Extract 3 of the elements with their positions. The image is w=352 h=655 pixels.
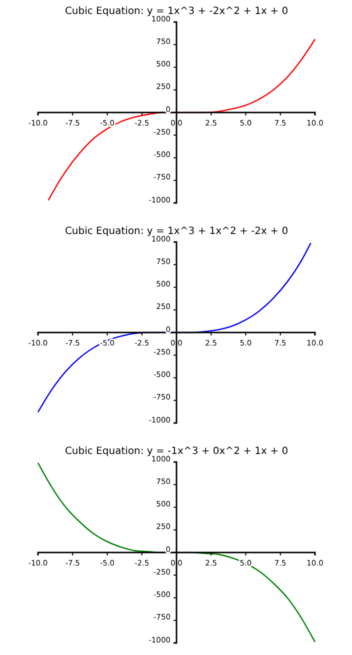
chart-title: Cubic Equation: y = -1x^3 + 0x^2 + 1x + 0 [64,446,288,457]
chart-title: Cubic Equation: y = 1x^3 + 1x^2 + -2x + 0 [64,226,288,237]
chart-title: Cubic Equation: y = 1x^3 + -2x^2 + 1x + 0 [64,6,288,17]
